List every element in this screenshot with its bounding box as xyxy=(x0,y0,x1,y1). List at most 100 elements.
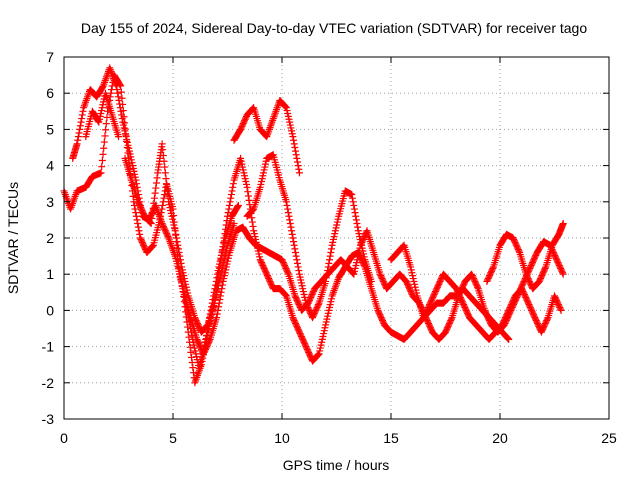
data-point xyxy=(326,256,334,264)
data-point xyxy=(153,174,161,182)
data-point xyxy=(115,133,122,141)
data-point xyxy=(133,216,141,224)
data-point xyxy=(184,328,192,336)
data-point xyxy=(447,315,455,323)
data-point xyxy=(244,188,252,196)
data-point xyxy=(503,334,511,342)
data-point xyxy=(132,212,140,220)
data-point xyxy=(213,282,221,290)
data-point xyxy=(79,107,87,115)
data-point xyxy=(116,81,124,89)
data-point xyxy=(197,361,205,369)
series-satellite-track-7 xyxy=(180,223,567,358)
data-point xyxy=(163,180,171,188)
data-point xyxy=(351,209,359,217)
axis-ticks: 0 5 10 15 20 25 -3 -2 -1 0 1 2 3 4 5 6 7 xyxy=(42,49,617,446)
data-point xyxy=(293,158,301,166)
data-point xyxy=(314,301,322,309)
data-point xyxy=(113,86,121,94)
data-point xyxy=(101,132,109,140)
data-point xyxy=(354,223,362,231)
data-point xyxy=(160,157,168,165)
data-point xyxy=(149,242,157,250)
y-tick-label: 2 xyxy=(46,230,54,246)
data-point xyxy=(353,220,361,228)
data-point xyxy=(213,314,221,322)
y-tick-label: 6 xyxy=(46,85,54,101)
data-point xyxy=(188,353,196,361)
data-point xyxy=(295,169,303,177)
data-point xyxy=(314,351,322,359)
data-point xyxy=(76,125,84,133)
data-point xyxy=(292,252,300,260)
data-point xyxy=(228,187,236,195)
data-point xyxy=(227,191,235,199)
series-satellite-track-5 xyxy=(230,96,303,177)
data-point xyxy=(327,248,335,256)
data-point xyxy=(249,104,257,112)
data-point xyxy=(284,269,292,277)
data-point xyxy=(215,299,223,307)
data-point xyxy=(175,248,183,256)
data-point xyxy=(216,260,224,268)
data-point xyxy=(189,364,197,372)
y-tick-label: 3 xyxy=(46,194,54,210)
data-point xyxy=(292,151,300,159)
data-point xyxy=(474,283,482,291)
data-point xyxy=(559,270,567,278)
x-tick-label: 15 xyxy=(383,430,399,446)
data-point xyxy=(505,335,513,343)
data-point xyxy=(117,88,125,96)
series-satellite-track-9 xyxy=(483,220,567,293)
data-point xyxy=(187,348,195,356)
data-point xyxy=(73,140,81,148)
data-point xyxy=(149,204,157,212)
data-point xyxy=(295,165,303,173)
series-satellite-track-3 xyxy=(82,89,122,141)
data-point xyxy=(159,201,167,209)
x-tick-label: 5 xyxy=(169,430,177,446)
data-point xyxy=(220,234,228,242)
data-point xyxy=(286,220,294,228)
data-point xyxy=(172,230,180,238)
data-point xyxy=(146,218,154,226)
data-point xyxy=(287,223,295,231)
data-point xyxy=(294,263,302,271)
data-point xyxy=(164,192,172,200)
y-tick-label: 4 xyxy=(46,158,54,174)
data-point xyxy=(281,102,289,110)
data-point xyxy=(294,162,302,170)
data-point xyxy=(147,220,155,228)
data-point xyxy=(114,89,122,97)
data-point xyxy=(203,322,211,330)
data-point xyxy=(114,93,122,101)
y-tick-label: 0 xyxy=(46,302,54,318)
data-point xyxy=(288,230,296,238)
data-point xyxy=(171,227,179,235)
data-point xyxy=(131,205,139,213)
x-tick-label: 20 xyxy=(492,430,508,446)
data-point xyxy=(161,163,169,171)
data-point xyxy=(556,305,564,313)
data-point xyxy=(212,286,220,294)
data-point xyxy=(160,194,168,202)
data-point xyxy=(161,169,169,177)
data-point xyxy=(326,252,334,260)
data-point xyxy=(283,201,291,209)
data-point xyxy=(185,333,193,341)
data-point xyxy=(218,281,226,289)
data-point xyxy=(504,335,512,343)
data-point xyxy=(281,290,289,298)
data-point xyxy=(215,303,223,311)
data-point xyxy=(557,306,565,314)
data-point xyxy=(249,222,257,230)
data-point xyxy=(77,118,85,126)
data-point xyxy=(222,221,230,229)
data-point xyxy=(248,218,256,226)
grid xyxy=(64,57,609,419)
data-point xyxy=(214,273,222,281)
data-point xyxy=(289,133,297,141)
data-point xyxy=(352,216,360,224)
data-point xyxy=(134,220,142,228)
data-point xyxy=(218,251,226,259)
